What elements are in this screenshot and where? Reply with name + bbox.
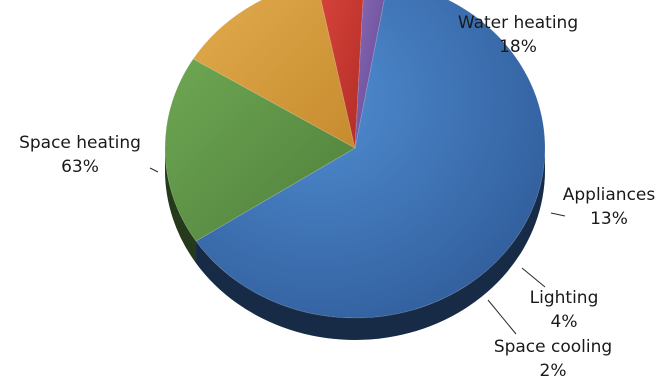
pie-slice-side-shade bbox=[196, 148, 546, 340]
pie-slice-lighting bbox=[320, 0, 364, 149]
pie-slice-side bbox=[196, 148, 546, 340]
pie-slice-water-heating bbox=[164, 58, 356, 242]
value-water-heating: 18% bbox=[499, 37, 537, 57]
leader-line bbox=[521, 267, 546, 288]
pie-slice-appliances bbox=[192, 0, 356, 149]
label-water-heating: Water heating bbox=[458, 13, 578, 33]
leader-line bbox=[550, 212, 566, 217]
value-lighting: 4% bbox=[551, 312, 578, 332]
value-space-heating: 63% bbox=[61, 157, 99, 177]
value-space-cooling: 2% bbox=[540, 361, 567, 381]
label-lighting: Lighting bbox=[530, 288, 599, 308]
pie-slice-space-cooling bbox=[354, 0, 385, 149]
value-appliances: 13% bbox=[590, 209, 628, 229]
leader-line bbox=[149, 167, 159, 173]
leader-line bbox=[487, 299, 517, 335]
pie-depth bbox=[165, 148, 546, 340]
label-appliances: Appliances bbox=[563, 185, 656, 205]
pie-slices bbox=[164, 0, 546, 319]
slice-labels: Space heating 63% Water heating 18% Applianc… bbox=[19, 13, 655, 381]
label-space-heating: Space heating bbox=[19, 133, 141, 153]
pie-slice-side-shade bbox=[165, 148, 197, 264]
leader-lines bbox=[149, 167, 566, 335]
label-space-cooling: Space cooling bbox=[494, 337, 612, 357]
pie-slice-side bbox=[165, 148, 197, 264]
pie-slice-space-heating bbox=[195, 0, 546, 319]
